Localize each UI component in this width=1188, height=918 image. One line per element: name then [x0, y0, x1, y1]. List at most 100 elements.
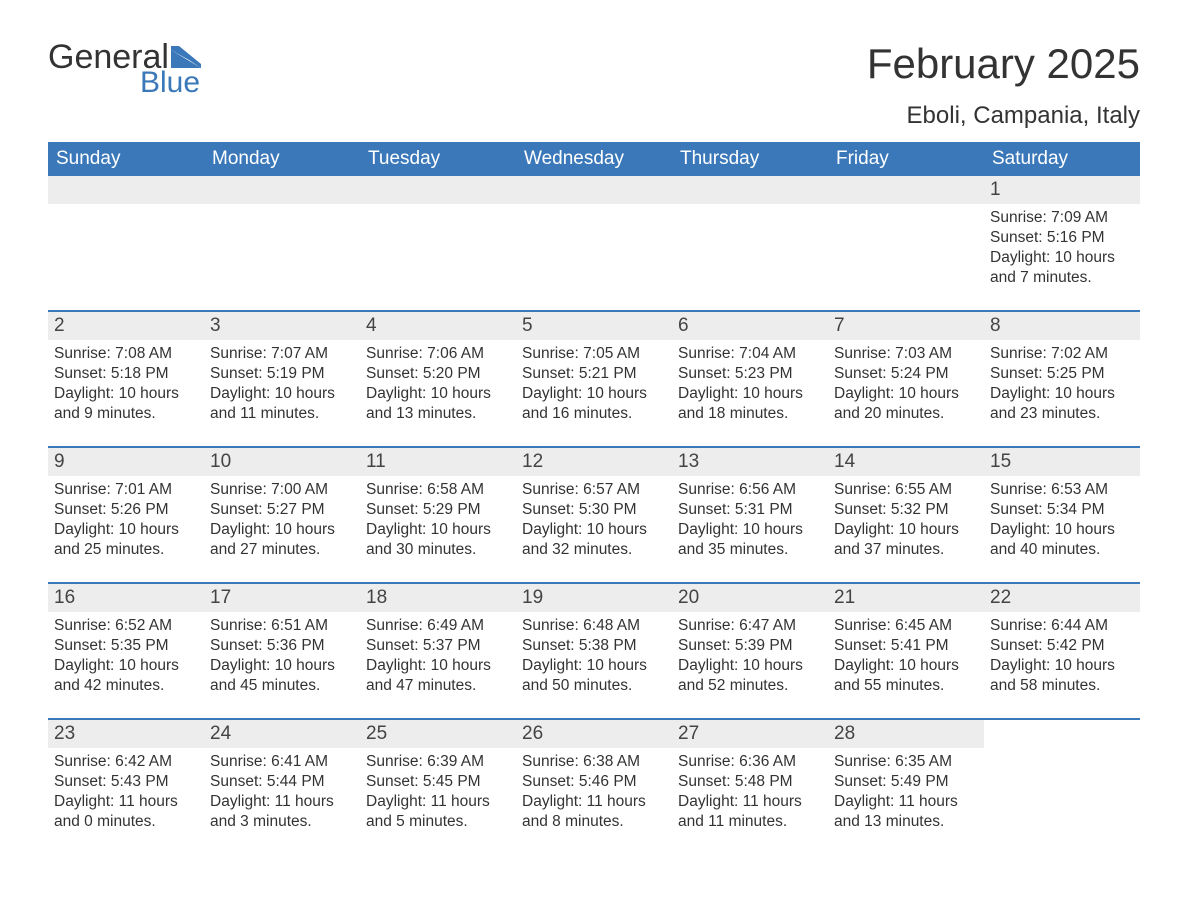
sunset-text: Sunset: 5:34 PM: [990, 500, 1134, 520]
day-number: 17: [204, 584, 360, 612]
day-number: 8: [984, 312, 1140, 340]
calendar-week: 9Sunrise: 7:01 AMSunset: 5:26 PMDaylight…: [48, 446, 1140, 568]
calendar-week: 16Sunrise: 6:52 AMSunset: 5:35 PMDayligh…: [48, 582, 1140, 704]
sunset-text: Sunset: 5:18 PM: [54, 364, 198, 384]
day-number: 24: [204, 720, 360, 748]
sunset-text: Sunset: 5:44 PM: [210, 772, 354, 792]
sunset-text: Sunset: 5:27 PM: [210, 500, 354, 520]
cell-content: Sunrise: 6:48 AMSunset: 5:38 PMDaylight:…: [520, 616, 668, 697]
daylight-text: Daylight: 11 hours and 5 minutes.: [366, 792, 510, 832]
calendar-cell: 6Sunrise: 7:04 AMSunset: 5:23 PMDaylight…: [672, 312, 828, 432]
calendar-cell: 26Sunrise: 6:38 AMSunset: 5:46 PMDayligh…: [516, 720, 672, 840]
calendar-cell: 22Sunrise: 6:44 AMSunset: 5:42 PMDayligh…: [984, 584, 1140, 704]
sunset-text: Sunset: 5:39 PM: [678, 636, 822, 656]
calendar-cell: [516, 176, 672, 296]
sunset-text: Sunset: 5:46 PM: [522, 772, 666, 792]
day-header: Saturday: [984, 142, 1140, 176]
day-number: 15: [984, 448, 1140, 476]
sunrise-text: Sunrise: 6:38 AM: [522, 752, 666, 772]
calendar-cell: [828, 176, 984, 296]
sunset-text: Sunset: 5:25 PM: [990, 364, 1134, 384]
header: General Blue February 2025 Eboli, Campan…: [48, 40, 1140, 130]
calendar-cell: 21 Sunrise: 6:45 AMSunset: 5:41 PMDayligh…: [828, 584, 984, 704]
calendar-cell: 5 Sunrise: 7:05 AMSunset: 5:21 PMDaylight…: [516, 312, 672, 432]
day-number: 23: [48, 720, 204, 748]
calendar-cell: 24 Sunrise: 6:41 AMSunset: 5:44 PMDayligh…: [204, 720, 360, 840]
sunset-text: Sunset: 5:24 PM: [834, 364, 978, 384]
day-number: 5: [516, 312, 672, 340]
sunset-text: Sunset: 5:23 PM: [678, 364, 822, 384]
calendar-cell: 12Sunrise: 6:57 AMSunset: 5:30 PMDayligh…: [516, 448, 672, 568]
day-number: 21: [828, 584, 984, 612]
calendar-cell: [360, 176, 516, 296]
logo-text-blue: Blue: [140, 68, 201, 98]
calendar-cell: 17 Sunrise: 6:51 AMSunset: 5:36 PMDayligh…: [204, 584, 360, 704]
sunset-text: Sunset: 5:41 PM: [834, 636, 978, 656]
daylight-text: Daylight: 10 hours and 40 minutes.: [990, 520, 1134, 560]
calendar-cell: 15Sunrise: 6:53 AMSunset: 5:34 PMDayligh…: [984, 448, 1140, 568]
day-header-row: Sunday Monday Tuesday Wednesday Thursday…: [48, 142, 1140, 176]
day-number: 10: [204, 448, 360, 476]
day-number: 11: [360, 448, 516, 476]
calendar-cell: 25Sunrise: 6:39 AMSunset: 5:45 PMDayligh…: [360, 720, 516, 840]
calendar-cell: [48, 176, 204, 296]
sunrise-text: Sunrise: 6:52 AM: [54, 616, 198, 636]
day-header: Thursday: [672, 142, 828, 176]
sunrise-text: Sunrise: 7:07 AM: [210, 344, 354, 364]
logo: General Blue: [48, 40, 201, 98]
sunrise-text: Sunrise: 6:42 AM: [54, 752, 198, 772]
sunset-text: Sunset: 5:37 PM: [366, 636, 510, 656]
cell-content: Sunrise: 6:36 AMSunset: 5:48 PMDaylight:…: [676, 752, 824, 833]
sunrise-text: Sunrise: 6:58 AM: [366, 480, 510, 500]
sunrise-text: Sunrise: 6:48 AM: [522, 616, 666, 636]
calendar-cell: 23 Sunrise: 6:42 AMSunset: 5:43 PMDayligh…: [48, 720, 204, 840]
daylight-text: Daylight: 10 hours and 37 minutes.: [834, 520, 978, 560]
daylight-text: Daylight: 10 hours and 55 minutes.: [834, 656, 978, 696]
daylight-text: Daylight: 11 hours and 3 minutes.: [210, 792, 354, 832]
calendar-cell: 11Sunrise: 6:58 AMSunset: 5:29 PMDayligh…: [360, 448, 516, 568]
cell-content: Sunrise: 6:44 AMSunset: 5:42 PMDaylight:…: [988, 616, 1136, 697]
sunset-text: Sunset: 5:21 PM: [522, 364, 666, 384]
cell-content: Sunrise: 6:51 AMSunset: 5:36 PMDaylight:…: [208, 616, 356, 697]
calendar-cell: 7Sunrise: 7:03 AMSunset: 5:24 PMDaylight…: [828, 312, 984, 432]
calendar-cell: 13Sunrise: 6:56 AMSunset: 5:31 PMDayligh…: [672, 448, 828, 568]
calendar-cell: 19Sunrise: 6:48 AMSunset: 5:38 PMDayligh…: [516, 584, 672, 704]
cell-content: Sunrise: 7:06 AMSunset: 5:20 PMDaylight:…: [364, 344, 512, 425]
calendar-cell: [672, 176, 828, 296]
day-number: 20: [672, 584, 828, 612]
day-number: 4: [360, 312, 516, 340]
sunset-text: Sunset: 5:38 PM: [522, 636, 666, 656]
sunset-text: Sunset: 5:49 PM: [834, 772, 978, 792]
cell-content: Sunrise: 7:02 AMSunset: 5:25 PMDaylight:…: [988, 344, 1136, 425]
day-header: Sunday: [48, 142, 204, 176]
calendar-week: 1Sunrise: 7:09 AMSunset: 5:16 PMDaylight…: [48, 176, 1140, 296]
sunset-text: Sunset: 5:35 PM: [54, 636, 198, 656]
cell-content: Sunrise: 7:05 AMSunset: 5:21 PMDaylight:…: [520, 344, 668, 425]
daylight-text: Daylight: 10 hours and 47 minutes.: [366, 656, 510, 696]
sunset-text: Sunset: 5:29 PM: [366, 500, 510, 520]
sunrise-text: Sunrise: 6:45 AM: [834, 616, 978, 636]
day-header: Monday: [204, 142, 360, 176]
sunrise-text: Sunrise: 6:41 AM: [210, 752, 354, 772]
sunset-text: Sunset: 5:16 PM: [990, 228, 1134, 248]
logo-flag-icon: [171, 46, 201, 68]
calendar-cell: 2Sunrise: 7:08 AMSunset: 5:18 PMDaylight…: [48, 312, 204, 432]
sunrise-text: Sunrise: 6:35 AM: [834, 752, 978, 772]
sunrise-text: Sunrise: 6:47 AM: [678, 616, 822, 636]
sunrise-text: Sunrise: 6:55 AM: [834, 480, 978, 500]
daylight-text: Daylight: 10 hours and 11 minutes.: [210, 384, 354, 424]
daylight-text: Daylight: 10 hours and 20 minutes.: [834, 384, 978, 424]
cell-content: Sunrise: 6:49 AMSunset: 5:37 PMDaylight:…: [364, 616, 512, 697]
daylight-text: Daylight: 10 hours and 52 minutes.: [678, 656, 822, 696]
sunrise-text: Sunrise: 6:36 AM: [678, 752, 822, 772]
day-number: 28: [828, 720, 984, 748]
cell-content: Sunrise: 6:45 AMSunset: 5:41 PMDaylight:…: [832, 616, 980, 697]
cell-content: Sunrise: 6:42 AMSunset: 5:43 PMDaylight:…: [52, 752, 200, 833]
calendar-week: 2Sunrise: 7:08 AMSunset: 5:18 PMDaylight…: [48, 310, 1140, 432]
sunrise-text: Sunrise: 7:03 AM: [834, 344, 978, 364]
day-number: 3: [204, 312, 360, 340]
calendar-cell: [984, 720, 1140, 840]
sunrise-text: Sunrise: 7:08 AM: [54, 344, 198, 364]
cell-content: Sunrise: 6:47 AMSunset: 5:39 PMDaylight:…: [676, 616, 824, 697]
calendar-cell: 28Sunrise: 6:35 AMSunset: 5:49 PMDayligh…: [828, 720, 984, 840]
